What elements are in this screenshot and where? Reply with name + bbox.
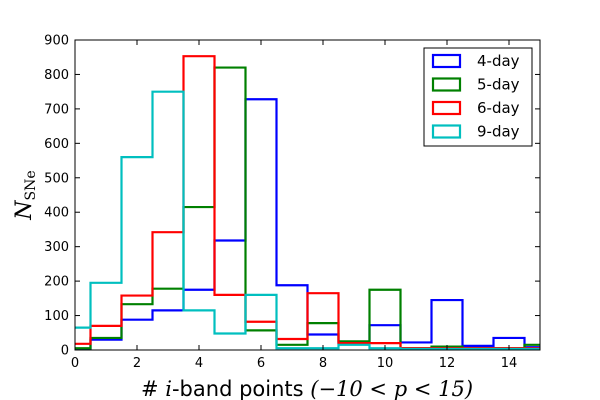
legend-swatch bbox=[431, 124, 462, 139]
y-axis-label-sub: SNe bbox=[23, 170, 39, 200]
y-axis-label-main: N bbox=[12, 200, 37, 221]
x-tick-label: 10 bbox=[377, 356, 394, 371]
x-axis-label-math: (−10 < p < 15) bbox=[310, 377, 473, 400]
series-layer bbox=[75, 55, 540, 350]
x-tick-label: 14 bbox=[501, 356, 518, 371]
legend-box bbox=[423, 47, 533, 147]
x-tick-label: 12 bbox=[439, 356, 456, 371]
y-tick-label: 300 bbox=[44, 240, 69, 255]
y-tick-label: 0 bbox=[61, 344, 69, 359]
y-tick-label: 800 bbox=[44, 68, 69, 83]
x-tick-label: 4 bbox=[195, 356, 203, 371]
y-tick-label: 700 bbox=[44, 102, 69, 117]
legend-swatch bbox=[431, 100, 462, 116]
x-tick-label: 6 bbox=[257, 356, 265, 371]
plot-frame bbox=[74, 39, 541, 351]
y-axis-label: NSNe bbox=[12, 170, 39, 220]
legend: 4-day 5-day 6-day 9-day bbox=[423, 47, 533, 147]
legend-swatch bbox=[431, 53, 462, 69]
series-9-day-step-line bbox=[75, 90, 540, 350]
x-tick-label: 0 bbox=[71, 356, 79, 371]
y-tick-label: 200 bbox=[44, 275, 69, 290]
y-tick-label: 900 bbox=[44, 34, 69, 49]
x-axis-label-var: i bbox=[165, 377, 172, 400]
x-tick-label: 2 bbox=[133, 356, 141, 371]
legend-entry: 5-day bbox=[477, 76, 520, 94]
x-axis-label-mid: -band points bbox=[172, 377, 310, 400]
legend-entry: 9-day bbox=[477, 123, 520, 141]
legend-swatch bbox=[431, 77, 462, 92]
x-axis-label: # i-band points (−10 < p < 15) bbox=[141, 377, 473, 400]
y-tick-label: 500 bbox=[44, 171, 69, 186]
y-tick-label: 400 bbox=[44, 206, 69, 221]
x-axis-label-prefix: # bbox=[141, 377, 165, 400]
x-tick-label: 8 bbox=[319, 356, 327, 371]
axes-layer: 0 2 4 6 8 10 12 14 0 100 200 300 400 500 600 700 800 900 bbox=[44, 34, 540, 371]
legend-entry: 6-day bbox=[477, 99, 520, 117]
y-tick-label: 600 bbox=[44, 137, 69, 152]
legend-entry: 4-day bbox=[477, 52, 520, 70]
y-tick-label: 100 bbox=[44, 309, 69, 324]
